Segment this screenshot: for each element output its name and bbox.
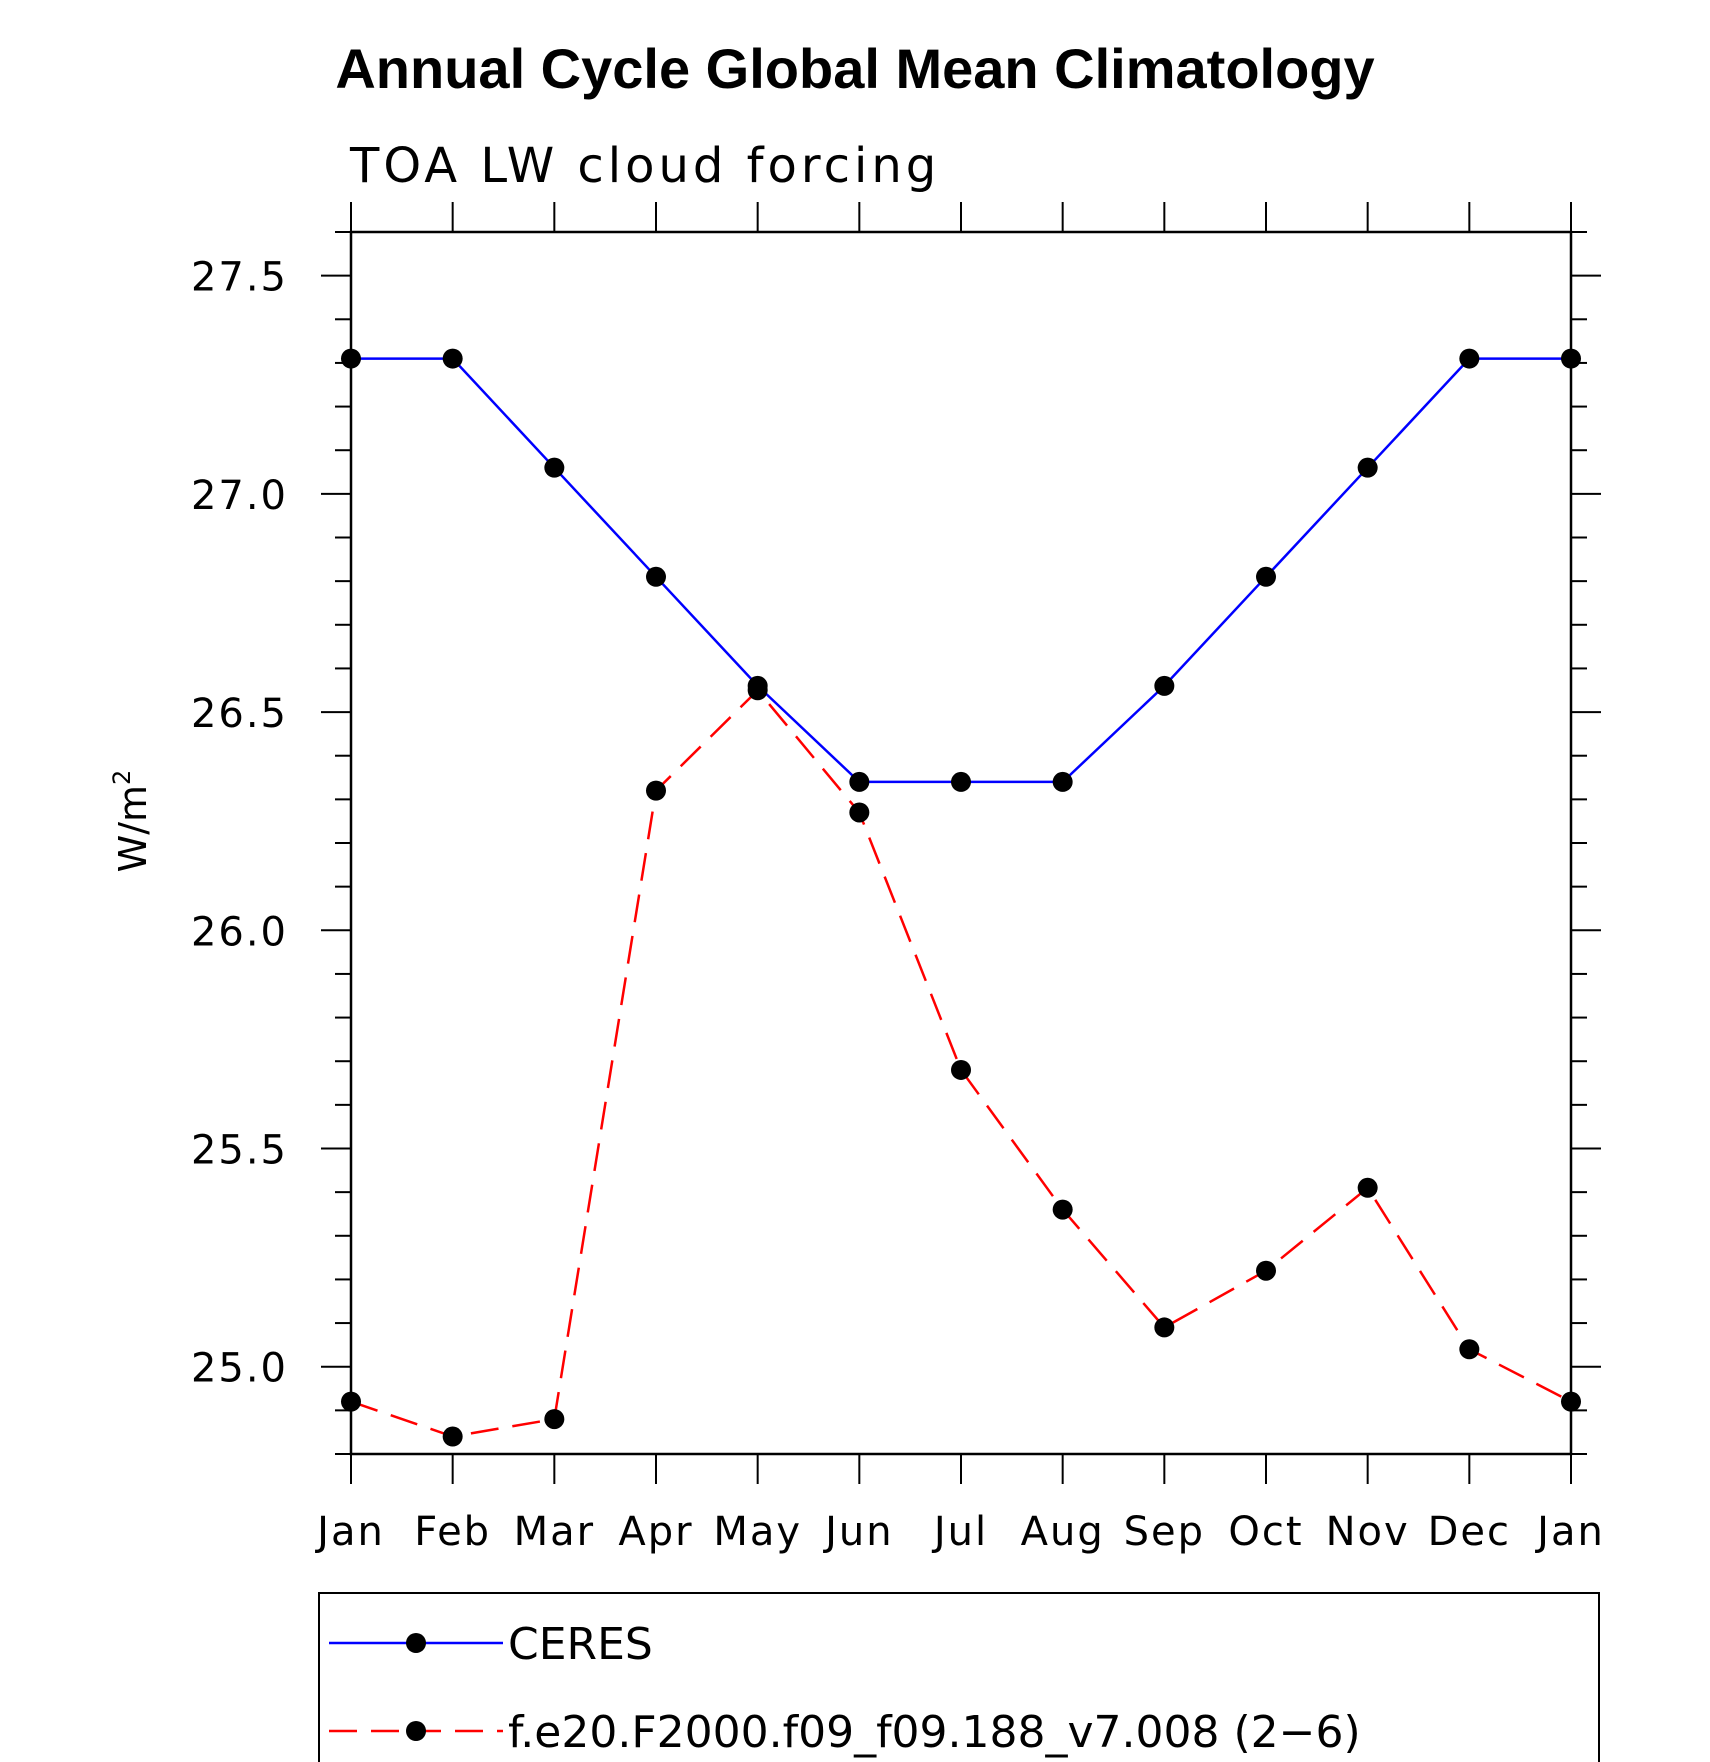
series-1-point [1357, 457, 1378, 478]
x-tick-label: Jul [931, 1509, 988, 1555]
x-tick-label: Jan [1534, 1509, 1605, 1555]
x-tick-label: Apr [618, 1509, 693, 1555]
series-2-point [1154, 1317, 1175, 1338]
series-2-point [1256, 1260, 1276, 1281]
x-tick-label: May [713, 1509, 802, 1555]
series-2-point [1459, 1339, 1480, 1360]
series-2-point [1561, 1391, 1581, 1412]
y-axis-label: W/m2 [108, 770, 155, 873]
plot-frame [349, 230, 1573, 1456]
series-2-point [442, 1426, 463, 1447]
series-line-1 [351, 357, 1571, 784]
y-tick-label: 27.0 [191, 473, 288, 519]
x-tick-label: Oct [1228, 1509, 1303, 1555]
y-tick-label: 26.0 [191, 909, 288, 955]
x-tick-label: Jun [822, 1509, 894, 1555]
y-axis-ticks: 25.0 25.5 26.0 26.5 27.0 27.5 [191, 231, 1601, 1455]
series-layer [341, 348, 1581, 1447]
series-2-point [341, 1391, 361, 1412]
legend-label-2: f.e20.F2000.f09_f09.188_v7.008 (2−6) [508, 1707, 1361, 1758]
x-axis-ticks: Jan Feb Mar Apr May Jun Jul Aug Sep Oct Nov Dec Jan [314, 202, 1605, 1555]
series-2-point [1052, 1199, 1073, 1220]
series-2-point [747, 680, 768, 701]
series-2-point [1357, 1177, 1378, 1198]
series-1-point [1256, 566, 1276, 587]
chart-subtitle: TOA LW cloud forcing [349, 138, 940, 194]
x-tick-label: Mar [514, 1509, 595, 1555]
y-tick-label: 27.5 [191, 255, 288, 301]
series-1-point [849, 771, 870, 792]
series-1-point [1052, 771, 1073, 792]
series-1-point [951, 771, 971, 792]
series-2-point [951, 1059, 971, 1080]
series-1-point [442, 348, 463, 369]
x-tick-label: Sep [1124, 1509, 1205, 1555]
series-2-point [849, 802, 870, 823]
x-tick-label: Jan [314, 1509, 385, 1555]
legend-marker-1 [406, 1633, 426, 1653]
series-1-point [341, 348, 361, 369]
x-tick-label: Nov [1326, 1509, 1410, 1555]
y-tick-label: 25.5 [191, 1128, 288, 1174]
chart-title: Annual Cycle Global Mean Climatology [335, 37, 1374, 100]
series-1-point [1459, 348, 1480, 369]
x-tick-label: Aug [1021, 1509, 1105, 1555]
series-1-point [544, 457, 565, 478]
series-2-point [544, 1409, 565, 1430]
y-axis-label-superscript: 2 [108, 770, 136, 785]
legend-entries: CERES f.e20.F2000.f09_f09.188_v7.008 (2−6… [329, 1619, 1361, 1758]
y-axis-label-text: W/m [111, 785, 155, 872]
series-1-point [1561, 348, 1581, 369]
series-2-point [646, 780, 666, 801]
x-tick-label: Dec [1428, 1509, 1511, 1555]
legend-marker-2 [406, 1721, 426, 1741]
y-tick-label: 26.5 [191, 691, 288, 737]
legend: CERES f.e20.F2000.f09_f09.188_v7.008 (2−6… [318, 1592, 1600, 1762]
series-1-point [1154, 675, 1175, 696]
legend-label-1: CERES [508, 1619, 653, 1670]
legend-box [318, 1592, 1600, 1762]
plot-border [349, 230, 1573, 1456]
series-1-point [646, 566, 666, 587]
y-tick-label: 25.0 [191, 1346, 288, 1392]
x-tick-label: Feb [414, 1509, 491, 1555]
